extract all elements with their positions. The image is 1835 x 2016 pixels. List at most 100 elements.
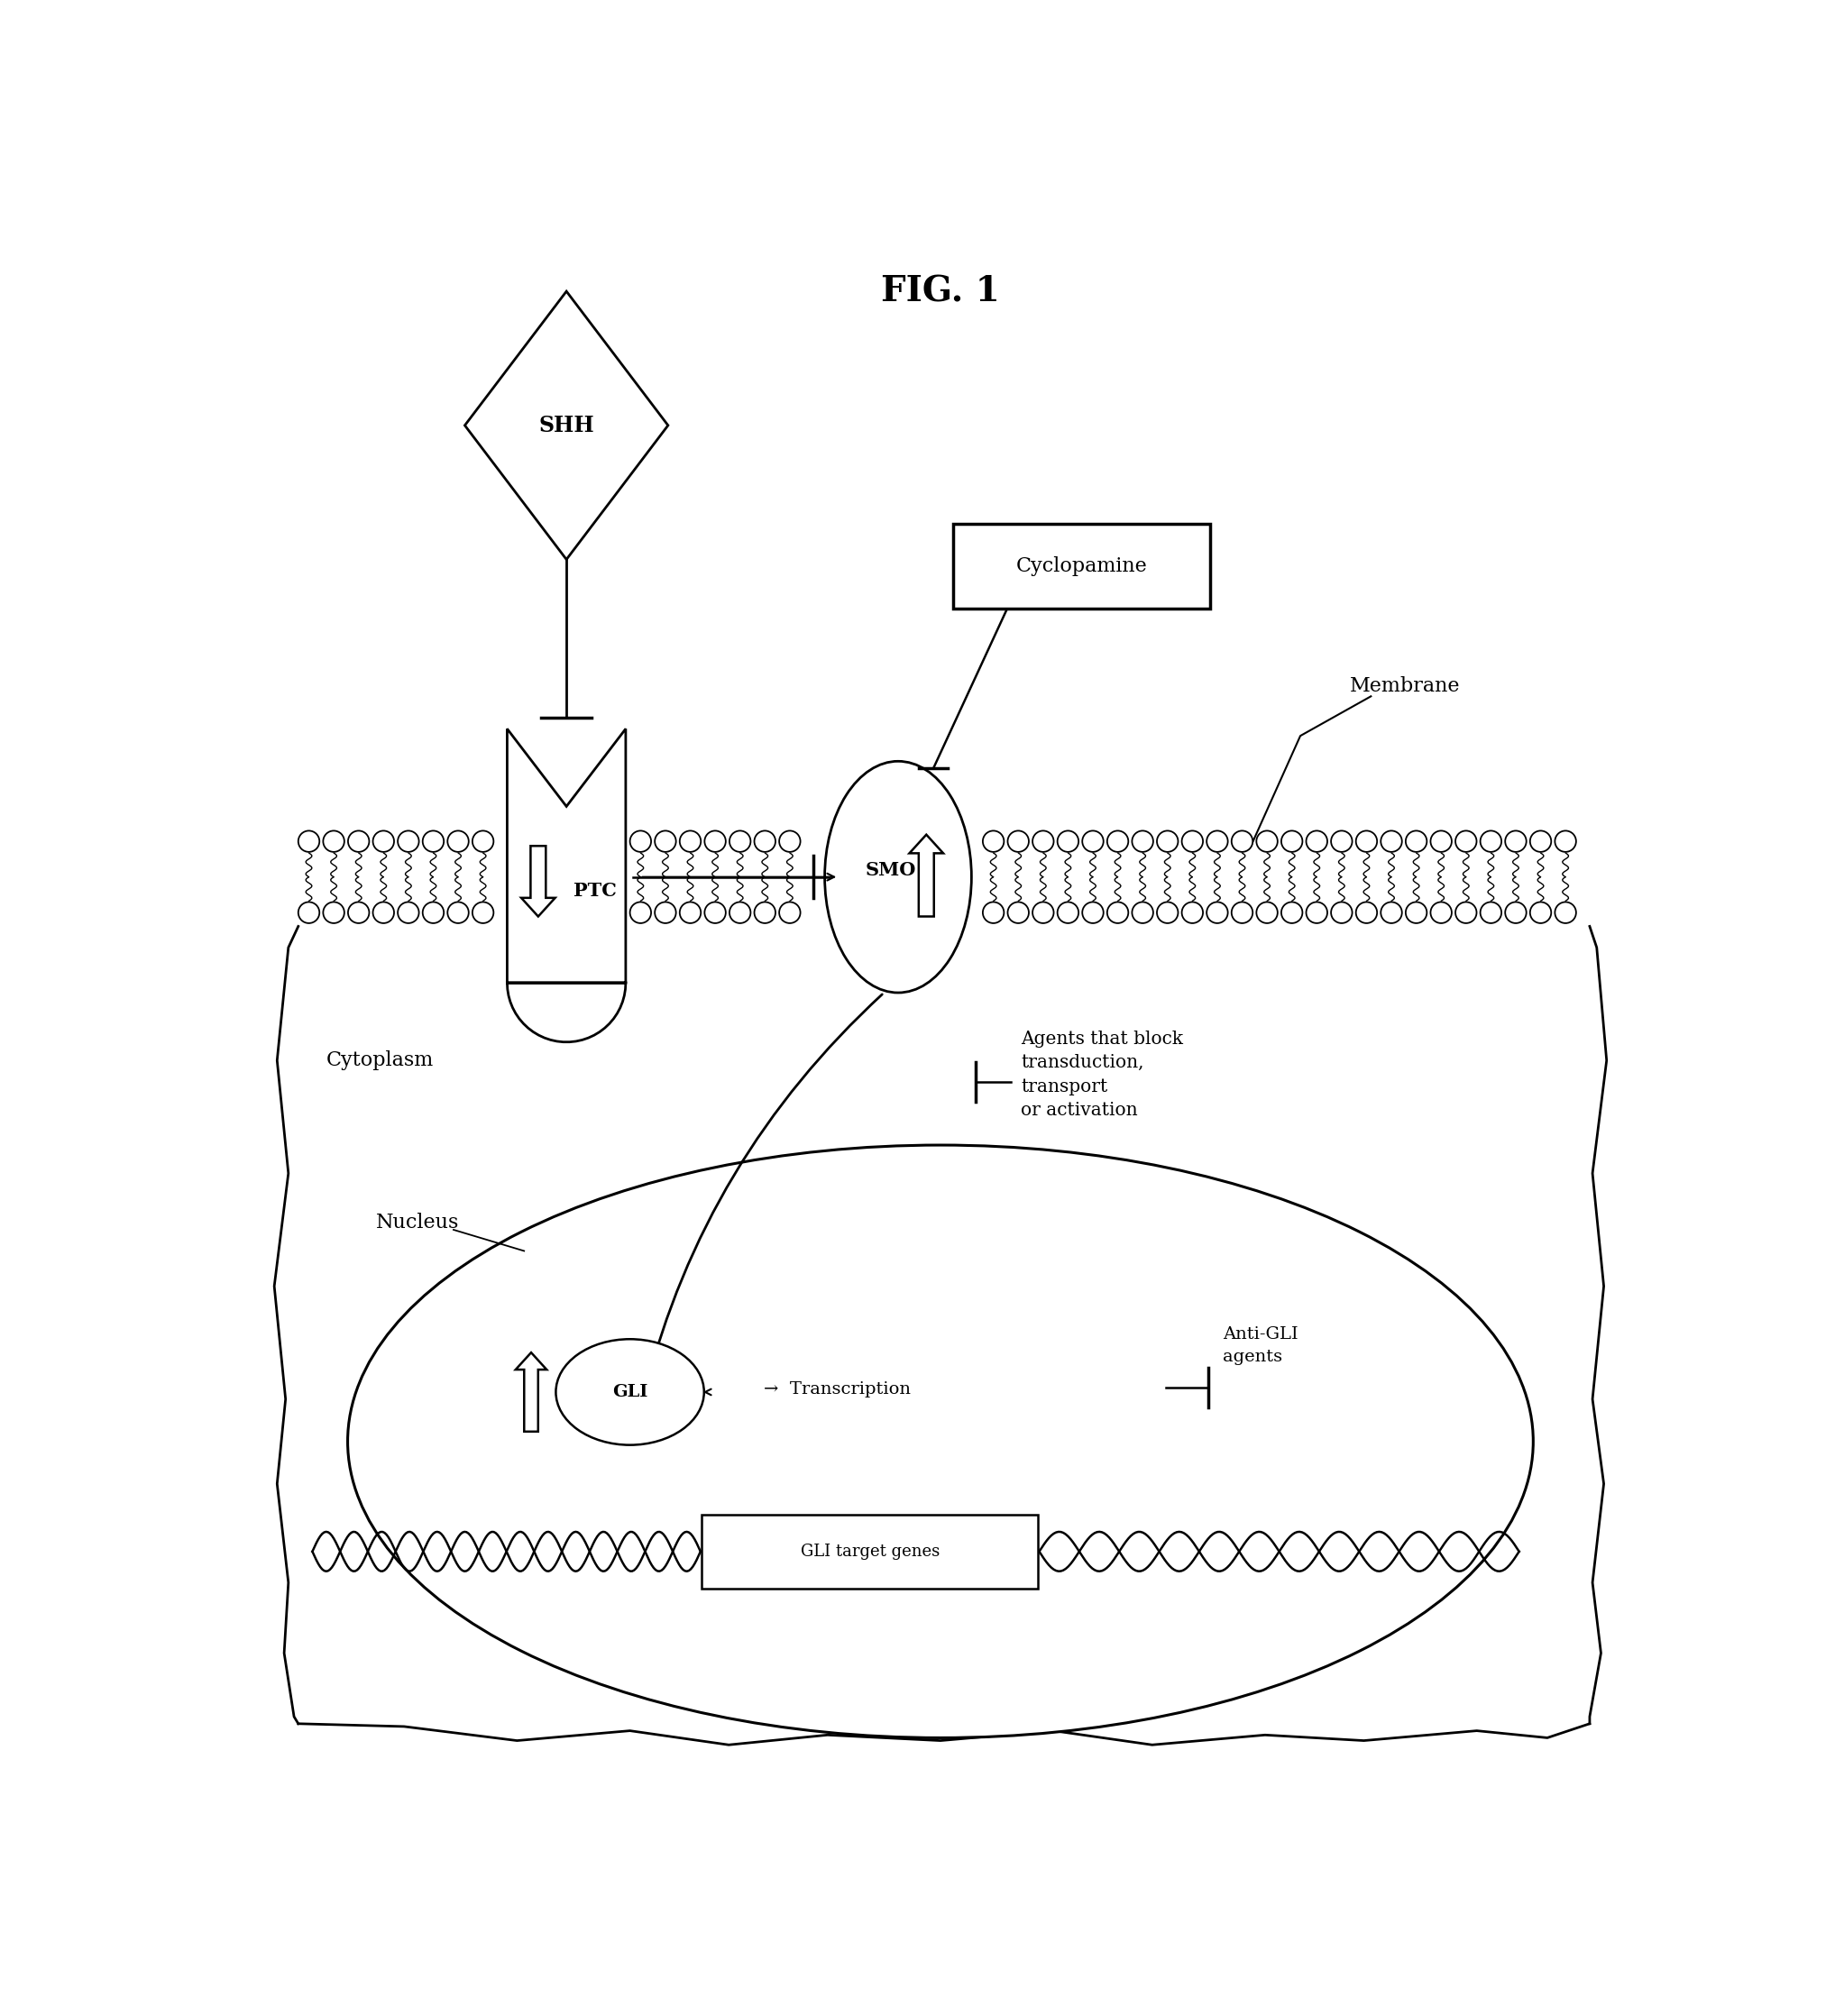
- Circle shape: [323, 901, 345, 923]
- Circle shape: [1107, 831, 1129, 853]
- Circle shape: [398, 901, 418, 923]
- Circle shape: [1083, 901, 1103, 923]
- Circle shape: [1330, 901, 1352, 923]
- Circle shape: [629, 831, 651, 853]
- Ellipse shape: [556, 1339, 705, 1445]
- Text: Agents that block
transduction,
transport
or activation: Agents that block transduction, transpor…: [1020, 1030, 1184, 1119]
- Circle shape: [754, 831, 776, 853]
- Ellipse shape: [347, 1145, 1534, 1738]
- Circle shape: [422, 901, 444, 923]
- Circle shape: [705, 831, 725, 853]
- Circle shape: [1132, 831, 1152, 853]
- Circle shape: [472, 831, 494, 853]
- Circle shape: [1481, 831, 1501, 853]
- Circle shape: [1156, 901, 1178, 923]
- Circle shape: [1455, 831, 1477, 853]
- Circle shape: [448, 901, 468, 923]
- Text: Cyclopamine: Cyclopamine: [1017, 556, 1147, 577]
- Text: SHH: SHH: [539, 415, 595, 435]
- Circle shape: [373, 831, 395, 853]
- Circle shape: [730, 901, 751, 923]
- Circle shape: [472, 901, 494, 923]
- Polygon shape: [521, 847, 556, 917]
- Circle shape: [679, 831, 701, 853]
- Circle shape: [1182, 901, 1204, 923]
- Text: FIG. 1: FIG. 1: [881, 274, 1000, 308]
- Circle shape: [1554, 901, 1576, 923]
- Text: Anti-GLI
agents: Anti-GLI agents: [1222, 1327, 1297, 1365]
- Circle shape: [323, 831, 345, 853]
- Text: PTC: PTC: [574, 883, 617, 899]
- Ellipse shape: [824, 762, 971, 992]
- Circle shape: [299, 901, 319, 923]
- Circle shape: [1182, 831, 1204, 853]
- Circle shape: [780, 901, 800, 923]
- Circle shape: [1281, 831, 1303, 853]
- Circle shape: [1530, 901, 1551, 923]
- Circle shape: [1033, 831, 1053, 853]
- Polygon shape: [516, 1353, 547, 1431]
- Circle shape: [1330, 831, 1352, 853]
- Circle shape: [1406, 831, 1428, 853]
- Circle shape: [422, 831, 444, 853]
- Circle shape: [1554, 831, 1576, 853]
- Circle shape: [705, 901, 725, 923]
- Circle shape: [1207, 831, 1228, 853]
- FancyBboxPatch shape: [952, 524, 1209, 609]
- Circle shape: [1431, 831, 1451, 853]
- Circle shape: [730, 831, 751, 853]
- Circle shape: [629, 901, 651, 923]
- Text: GLI: GLI: [613, 1383, 648, 1401]
- Circle shape: [655, 831, 675, 853]
- Circle shape: [373, 901, 395, 923]
- Polygon shape: [910, 835, 943, 917]
- Circle shape: [1257, 901, 1277, 923]
- Text: GLI target genes: GLI target genes: [800, 1544, 940, 1560]
- Circle shape: [1307, 831, 1327, 853]
- Circle shape: [1380, 831, 1402, 853]
- Circle shape: [299, 831, 319, 853]
- Circle shape: [1132, 901, 1152, 923]
- Circle shape: [398, 831, 418, 853]
- Circle shape: [1505, 901, 1527, 923]
- Circle shape: [349, 901, 369, 923]
- Circle shape: [1406, 901, 1428, 923]
- Circle shape: [1356, 901, 1376, 923]
- Circle shape: [1431, 901, 1451, 923]
- Circle shape: [1356, 831, 1376, 853]
- Circle shape: [655, 901, 675, 923]
- Text: Cytoplasm: Cytoplasm: [327, 1050, 435, 1070]
- Circle shape: [1057, 901, 1079, 923]
- Circle shape: [1083, 831, 1103, 853]
- Circle shape: [1007, 901, 1029, 923]
- Circle shape: [1231, 831, 1253, 853]
- Circle shape: [1307, 901, 1327, 923]
- Circle shape: [1107, 901, 1129, 923]
- Circle shape: [984, 901, 1004, 923]
- Circle shape: [1257, 831, 1277, 853]
- FancyBboxPatch shape: [703, 1514, 1039, 1589]
- Circle shape: [1455, 901, 1477, 923]
- Circle shape: [1505, 831, 1527, 853]
- Circle shape: [1231, 901, 1253, 923]
- Circle shape: [1156, 831, 1178, 853]
- Circle shape: [1380, 901, 1402, 923]
- Circle shape: [1530, 831, 1551, 853]
- Text: SMO: SMO: [866, 861, 916, 879]
- Circle shape: [349, 831, 369, 853]
- Circle shape: [1481, 901, 1501, 923]
- Circle shape: [679, 901, 701, 923]
- Circle shape: [1057, 831, 1079, 853]
- Circle shape: [1007, 831, 1029, 853]
- Circle shape: [754, 901, 776, 923]
- Circle shape: [984, 831, 1004, 853]
- Circle shape: [1033, 901, 1053, 923]
- Text: Membrane: Membrane: [1351, 677, 1461, 696]
- Circle shape: [1281, 901, 1303, 923]
- Circle shape: [1207, 901, 1228, 923]
- Polygon shape: [464, 292, 668, 558]
- Circle shape: [780, 831, 800, 853]
- Circle shape: [448, 831, 468, 853]
- Text: Nucleus: Nucleus: [376, 1214, 459, 1232]
- Text: →  Transcription: → Transcription: [763, 1381, 910, 1397]
